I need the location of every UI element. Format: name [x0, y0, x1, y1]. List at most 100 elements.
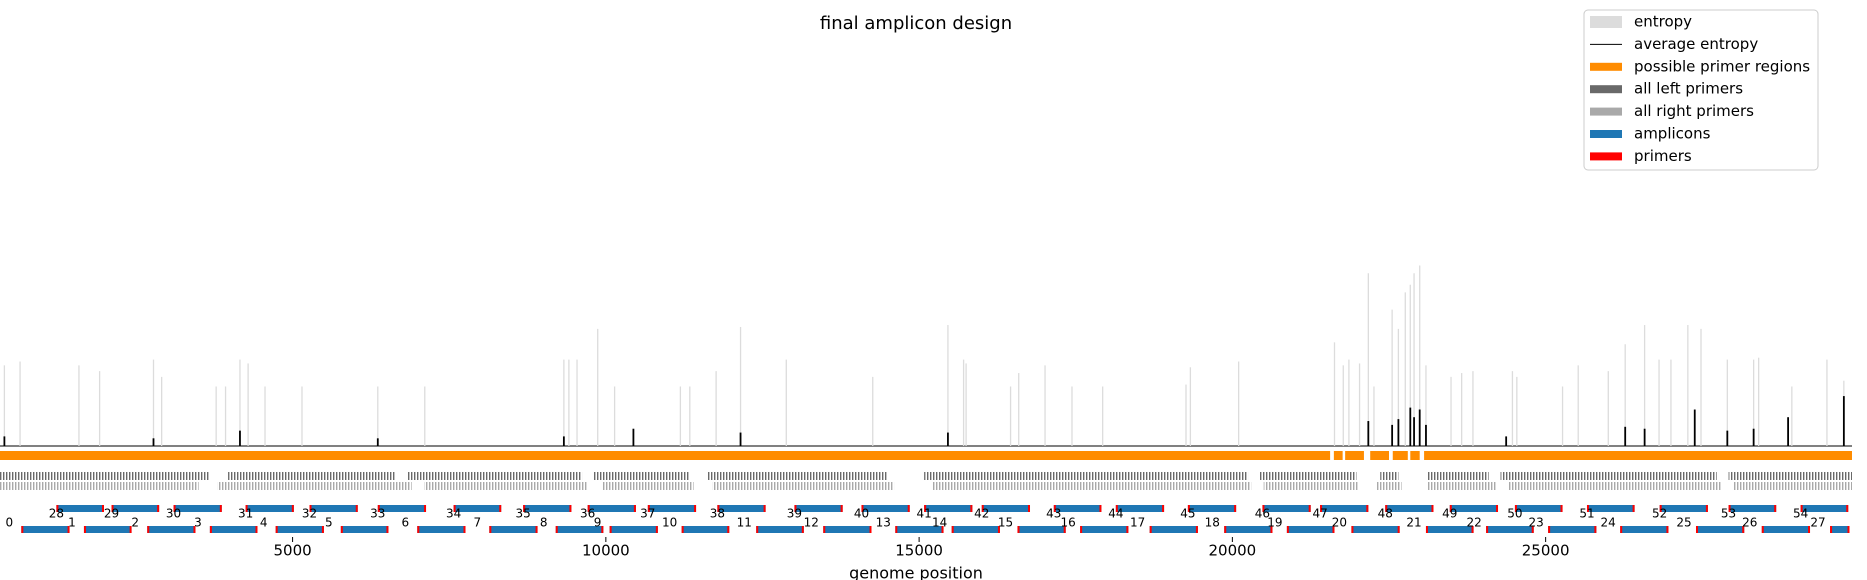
primer: [355, 505, 358, 512]
primer: [1397, 526, 1400, 533]
primer: [655, 526, 658, 533]
primer: [1366, 505, 1369, 512]
primer: [1028, 505, 1031, 512]
amplicon-label: 32: [302, 507, 317, 521]
amplicon-label: 39: [787, 507, 802, 521]
primer: [1560, 505, 1563, 512]
primer: [1270, 526, 1273, 533]
x-tick-label: 15000: [895, 542, 943, 560]
primer: [895, 526, 898, 533]
amplicon: [1262, 505, 1311, 512]
amplicon-label: 2: [131, 516, 139, 530]
amplicon: [1286, 526, 1335, 533]
primer: [587, 505, 590, 512]
left-primers: [0, 472, 210, 480]
primer: [1800, 505, 1803, 512]
right-primers: [931, 482, 1252, 490]
primer: [1099, 505, 1102, 512]
amplicon: [1187, 505, 1237, 512]
primer: [129, 526, 132, 533]
primer: [1594, 526, 1597, 533]
amplicon: [245, 505, 294, 512]
amplicon-label: 23: [1528, 516, 1543, 530]
primer: [970, 505, 973, 512]
amplicon-label: 22: [1466, 516, 1481, 530]
amplicon: [209, 526, 258, 533]
amplicon: [1695, 526, 1745, 533]
primer: [219, 505, 222, 512]
primer: [941, 526, 944, 533]
right-primers: [1733, 482, 1852, 490]
amplicon: [1761, 526, 1811, 533]
amplicon: [1053, 505, 1102, 512]
primer: [609, 526, 612, 533]
primer-regions: [1370, 451, 1389, 460]
primer: [499, 505, 502, 512]
primer: [1742, 526, 1745, 533]
right-primers: [602, 482, 694, 490]
primer: [1830, 526, 1833, 533]
primer: [1224, 526, 1227, 533]
amplicon: [523, 505, 572, 512]
legend-handle: [1590, 85, 1622, 94]
amplicon: [340, 526, 389, 533]
amplicon: [83, 526, 132, 533]
primer: [694, 505, 697, 512]
amplicon: [1659, 505, 1708, 512]
amplicon-label: 53: [1721, 507, 1736, 521]
amplicon-label: 5: [325, 516, 333, 530]
amplicon-label: 45: [1180, 507, 1195, 521]
amplicon-label: 43: [1046, 507, 1061, 521]
chart-title: final amplicon design: [820, 13, 1012, 34]
amplicon-label: 1: [68, 516, 76, 530]
primer: [1774, 505, 1777, 512]
right-primers: [424, 482, 588, 490]
primer: [869, 526, 872, 533]
amplicon: [1149, 526, 1198, 533]
amplicon: [56, 505, 105, 512]
primer: [1586, 505, 1589, 512]
primer: [555, 526, 558, 533]
primer: [763, 505, 766, 512]
primer: [756, 526, 759, 533]
primer: [535, 526, 538, 533]
amplicon-label: 4: [260, 516, 268, 530]
amplicon-label: 40: [854, 507, 869, 521]
amplicon: [1586, 505, 1635, 512]
primer-regions: [1410, 451, 1420, 460]
amplicon: [111, 505, 160, 512]
primer: [1262, 505, 1265, 512]
primer: [1531, 526, 1534, 533]
amplicon-label: 11: [737, 516, 752, 530]
amplicon-label: 9: [594, 516, 602, 530]
amplicon-label: 34: [446, 507, 461, 521]
amplicon: [681, 526, 730, 533]
amplicon-label: 36: [580, 507, 595, 521]
primer: [377, 505, 380, 512]
amplicon: [861, 505, 910, 512]
amplicon-label: 10: [662, 516, 677, 530]
primer: [157, 505, 160, 512]
amplicon-label: 20: [1332, 516, 1347, 530]
primer: [1320, 505, 1323, 512]
primer-regions: [1392, 451, 1408, 460]
amplicon: [453, 505, 502, 512]
amplicon: [1548, 526, 1597, 533]
primer: [111, 505, 114, 512]
primer-regions: [1345, 451, 1364, 460]
amplicon: [1115, 505, 1165, 512]
primer: [321, 526, 324, 533]
primer: [56, 505, 59, 512]
primer: [417, 526, 420, 533]
legend-label: possible primer regions: [1634, 57, 1810, 75]
primer: [523, 505, 526, 512]
primer: [1632, 505, 1635, 512]
primer: [1063, 526, 1066, 533]
amplicon-label: 49: [1442, 507, 1457, 521]
primer: [173, 505, 176, 512]
amplicon: [1385, 505, 1434, 512]
amplicon: [823, 526, 872, 533]
primer: [209, 526, 212, 533]
legend-handle: [1590, 16, 1622, 28]
